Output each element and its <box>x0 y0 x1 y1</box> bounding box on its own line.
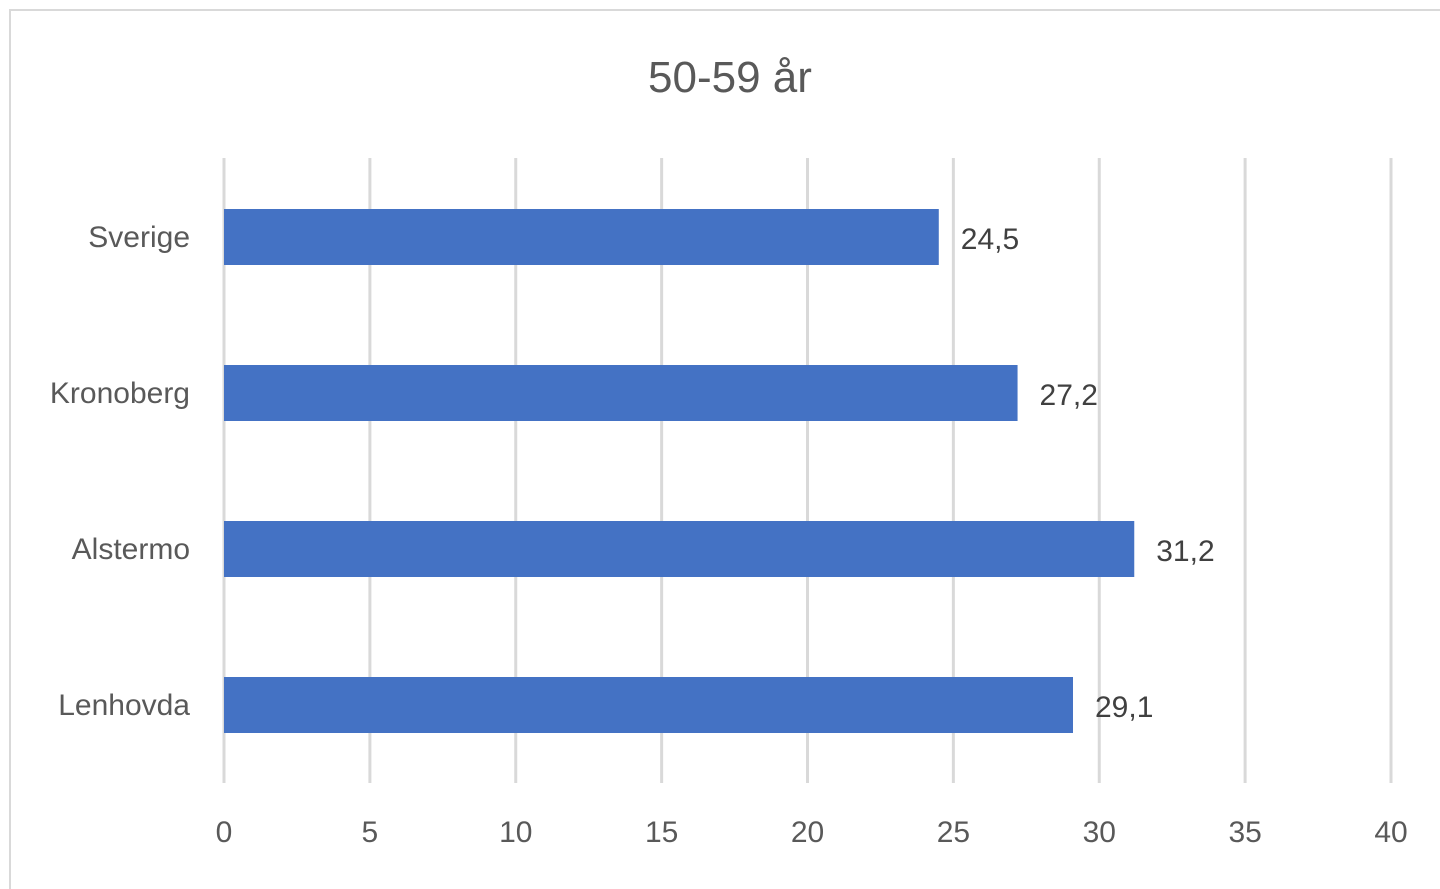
data-label: 29,1 <box>1095 691 1153 724</box>
x-tick-label: 40 <box>1374 816 1407 849</box>
data-label: 27,2 <box>1040 379 1098 412</box>
bar-alstermo <box>224 521 1135 577</box>
bar-kronoberg <box>224 365 1018 421</box>
bars <box>224 209 1135 733</box>
category-label: Kronoberg <box>50 377 190 410</box>
category-label: Lenhovda <box>58 689 190 722</box>
chart-title: 50-59 år <box>648 53 812 102</box>
data-labels: 24,5 27,2 31,2 29,1 <box>961 223 1215 724</box>
chart-frame <box>9 9 1440 889</box>
x-tick-label: 10 <box>499 816 532 849</box>
data-label: 24,5 <box>961 223 1019 256</box>
x-tick-label: 35 <box>1228 816 1261 849</box>
x-tick-label: 30 <box>1083 816 1116 849</box>
data-label: 31,2 <box>1156 535 1214 568</box>
x-tick-label: 5 <box>362 816 379 849</box>
category-labels: Sverige Kronoberg Alstermo Lenhovda <box>50 221 190 722</box>
bar-lenhovda <box>224 677 1073 733</box>
category-label: Alstermo <box>72 533 190 566</box>
x-tick-label: 0 <box>216 816 233 849</box>
x-tick-label: 15 <box>645 816 678 849</box>
x-tick-label: 25 <box>937 816 970 849</box>
category-label: Sverige <box>88 221 190 254</box>
bar-sverige <box>224 209 939 265</box>
x-tick-label: 20 <box>791 816 824 849</box>
x-axis-tick-labels: 0 5 10 15 20 25 30 35 40 <box>216 816 1408 849</box>
